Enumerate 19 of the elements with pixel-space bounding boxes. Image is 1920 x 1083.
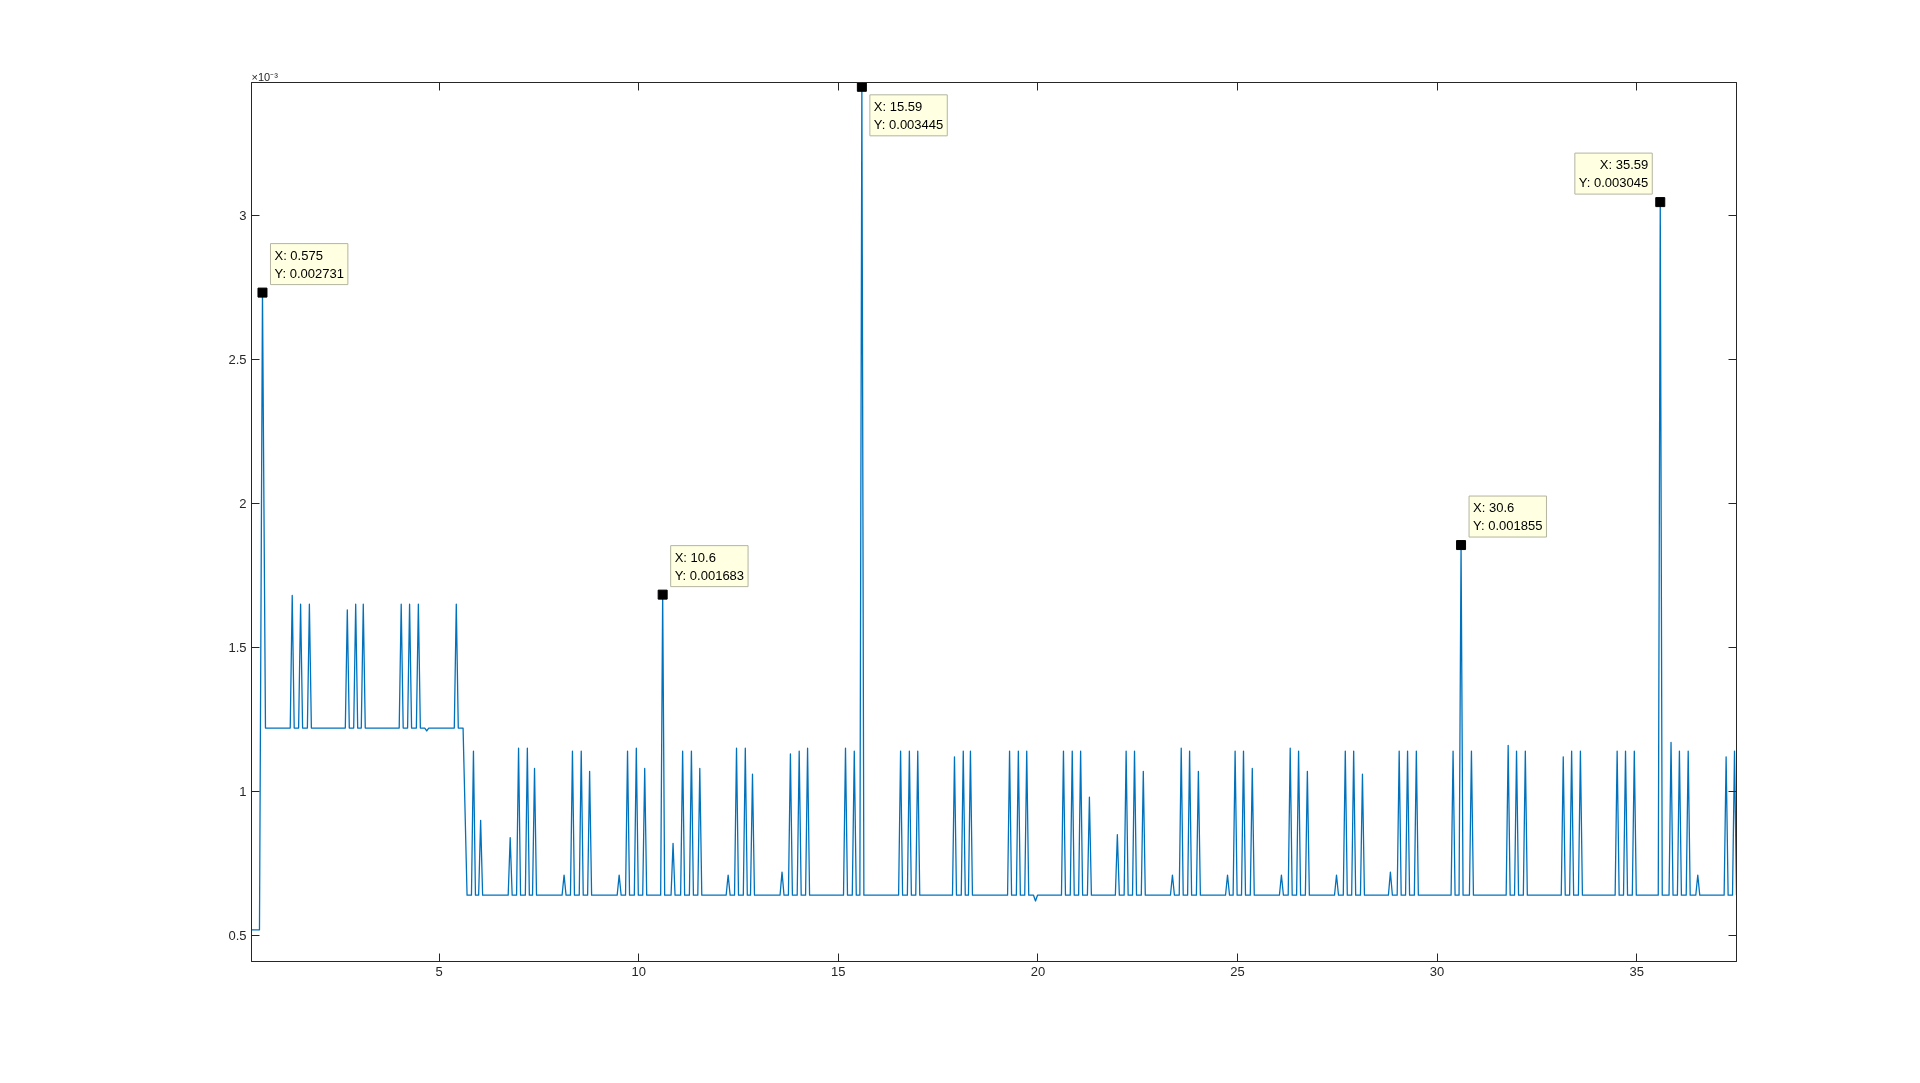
x-tick-label: 10 — [631, 963, 646, 979]
annotation: X: 30.6 Y: 0.001855 — [1473, 500, 1543, 534]
annotation: X: 10.6 Y: 0.001683 — [674, 549, 745, 583]
annotation: X: 35.59 Y: 0.003045 — [1578, 157, 1649, 191]
y-tick-label: 2 — [239, 495, 247, 511]
x-tick-label: 30 — [1429, 963, 1445, 979]
x-tick-label: 20 — [1030, 963, 1046, 979]
x-tick-label: 5 — [435, 963, 443, 979]
x-tick-label: 25 — [1230, 963, 1245, 979]
y-tick-label: 1 — [239, 783, 247, 799]
annotation: X: 0.575 Y: 0.002731 — [274, 247, 344, 281]
y-tick-label: 2.5 — [228, 351, 247, 367]
text: ×10⁻³ — [251, 70, 279, 83]
y-tick-label: 0.5 — [228, 928, 247, 944]
x-tick-label: 35 — [1629, 963, 1644, 979]
annotation: X: 15.59 Y: 0.003445 — [873, 98, 944, 132]
x-tick-label: 15 — [831, 963, 846, 979]
y-tick-label: 1.5 — [228, 639, 247, 655]
y-tick-label: 3 — [239, 207, 247, 223]
